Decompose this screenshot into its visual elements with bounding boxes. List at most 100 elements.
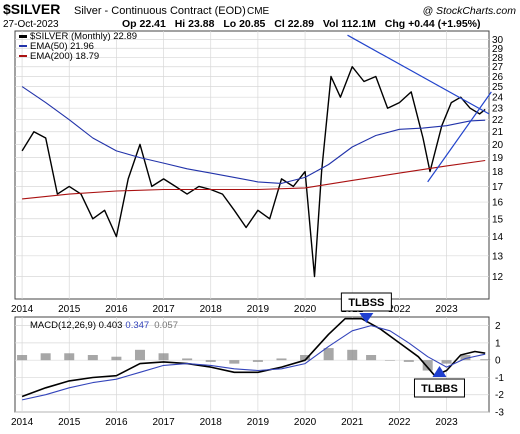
stat-close-value: 22.89 (288, 18, 314, 30)
price-x-tick: 2023 (435, 304, 458, 315)
macd-x-tick: 2023 (435, 417, 458, 428)
price-y-tick: 29 (492, 44, 504, 55)
stat-change-value: +0.44 (+1.95%) (408, 18, 480, 30)
macd-hist-bar (366, 355, 377, 361)
macd-x-tick: 2021 (341, 417, 364, 428)
stat-high-value: 23.88 (188, 18, 214, 30)
date-label: 27-Oct-2023 (3, 19, 59, 30)
macd-hist-bar (441, 360, 452, 364)
macd-histogram (17, 348, 491, 371)
macd-hist-bar (205, 360, 216, 362)
macd-hist-bar (347, 349, 358, 361)
annotation-box-tlbss (340, 292, 392, 312)
macd-y-tick: -1 (495, 373, 504, 384)
price-y-tick: 23 (492, 104, 504, 115)
macd-legend-signal: 0.347 (125, 320, 149, 331)
ema50-line (21, 86, 486, 184)
macd-legend-macd: MACD(12,26,9) 0.403 (30, 320, 122, 331)
price-x-tick: 2020 (294, 304, 317, 315)
macd-hist-bar (111, 356, 122, 361)
macd-y-tick: -3 (495, 408, 504, 419)
macd-hist-bar (422, 360, 433, 371)
macd-panel (14, 316, 490, 413)
macd-x-tick: 2018 (200, 417, 223, 428)
legend-price: $SILVER (Monthly) 22.89 (30, 31, 137, 42)
macd-hist-bar (182, 358, 193, 361)
macd-legend: MACD(12,26,9) 0.403 0.347 0.057 (30, 320, 178, 331)
macd-x-tick: 2022 (388, 417, 411, 428)
price-panel (14, 30, 490, 300)
price-y-tick: 26 (492, 72, 504, 83)
price-series (21, 65, 486, 278)
macd-legend-hist: 0.057 (154, 320, 178, 331)
legend-swatch-ema200 (19, 55, 27, 57)
price-y-tick: 19 (492, 153, 504, 164)
arrow-up-icon (432, 366, 447, 377)
description-label: Silver - Continuous Contract (EOD) (74, 5, 246, 17)
source-label: CME (247, 6, 270, 17)
annotation-label-tlbbs: TLBBS (421, 383, 458, 395)
arrow-down-icon (359, 313, 374, 323)
legend-ema200: EMA(200) 18.79 (30, 51, 99, 62)
price-y-tick: 27 (492, 62, 504, 73)
price-x-tick: 2014 (11, 304, 34, 315)
price-x-tick: 2022 (388, 304, 411, 315)
stats-line: Op 22.41 Hi 23.88 Lo 20.85 Cl 22.89 Vol … (122, 18, 481, 30)
macd-hist-bar (276, 358, 287, 361)
stat-low-label: Lo (223, 18, 236, 30)
macd-hist-bar (323, 348, 334, 361)
annotation-box-tlbbs (413, 378, 465, 398)
price-line (21, 65, 486, 278)
stat-high-label: Hi (175, 18, 186, 30)
macd-hist-bar (87, 355, 98, 361)
macd-x-tick: 2014 (11, 417, 34, 428)
stat-volume-value: 112.1M (341, 18, 376, 30)
macd-hist-bar (300, 355, 311, 361)
price-y-tick: 17 (492, 182, 504, 193)
stat-close-label: Cl (274, 18, 285, 30)
annotations: TLBSS TLBBS (340, 292, 465, 398)
trendline-1 (347, 34, 490, 115)
price-y-tick: 12 (492, 272, 504, 283)
macd-x-tick: 2016 (105, 417, 128, 428)
macd-y-tick: -2 (495, 390, 504, 401)
macd-hist-bar (460, 355, 471, 361)
stat-low-value: 20.85 (239, 18, 265, 30)
macd-title: MACD(12,26,9) 0.403 0.347 0.057 (30, 320, 178, 331)
legend-swatch-ema50 (19, 45, 27, 47)
stat-volume-label: Vol (323, 18, 339, 30)
price-x-tick: 2015 (58, 304, 81, 315)
ema200-line (22, 159, 486, 200)
price-legend: $SILVER (Monthly) 22.89 EMA(50) 21.96 EM… (19, 31, 137, 62)
trendlines (347, 34, 492, 183)
macd-y-tick: 0 (495, 356, 501, 367)
price-x-tick: 2018 (200, 304, 223, 315)
annotation-label-tlbss: TLBSS (348, 297, 384, 309)
macd-hist-bar (134, 349, 145, 361)
price-y-tick: 14 (492, 232, 504, 243)
price-x-tick: 2017 (152, 304, 175, 315)
legend-ema50: EMA(50) 21.96 (30, 41, 94, 52)
macd-hist-bar (229, 360, 240, 364)
macd-y-ticks: -3 -2 -1 0 1 2 (495, 321, 504, 418)
macd-hist-bar (384, 360, 395, 361)
macd-x-tick: 2015 (58, 417, 81, 428)
stat-change-label: Chg (385, 18, 405, 30)
macd-hist-bar (17, 355, 28, 361)
price-y-tick: 30 (492, 35, 504, 46)
symbol-label: $SILVER (3, 1, 60, 17)
macd-hist-bar (40, 353, 51, 361)
legend-swatch-price (19, 35, 27, 38)
price-y-tick: 28 (492, 53, 504, 64)
price-y-tick: 13 (492, 251, 504, 262)
signal-line (21, 325, 486, 401)
price-y-tick: 22 (492, 115, 504, 126)
macd-x-tick: 2017 (152, 417, 175, 428)
macd-y-tick: 1 (495, 338, 501, 349)
macd-x-tick: 2020 (294, 417, 317, 428)
macd-hist-bar (64, 353, 75, 361)
price-y-tick: 25 (492, 82, 504, 93)
stat-open-value: 22.41 (140, 18, 166, 30)
